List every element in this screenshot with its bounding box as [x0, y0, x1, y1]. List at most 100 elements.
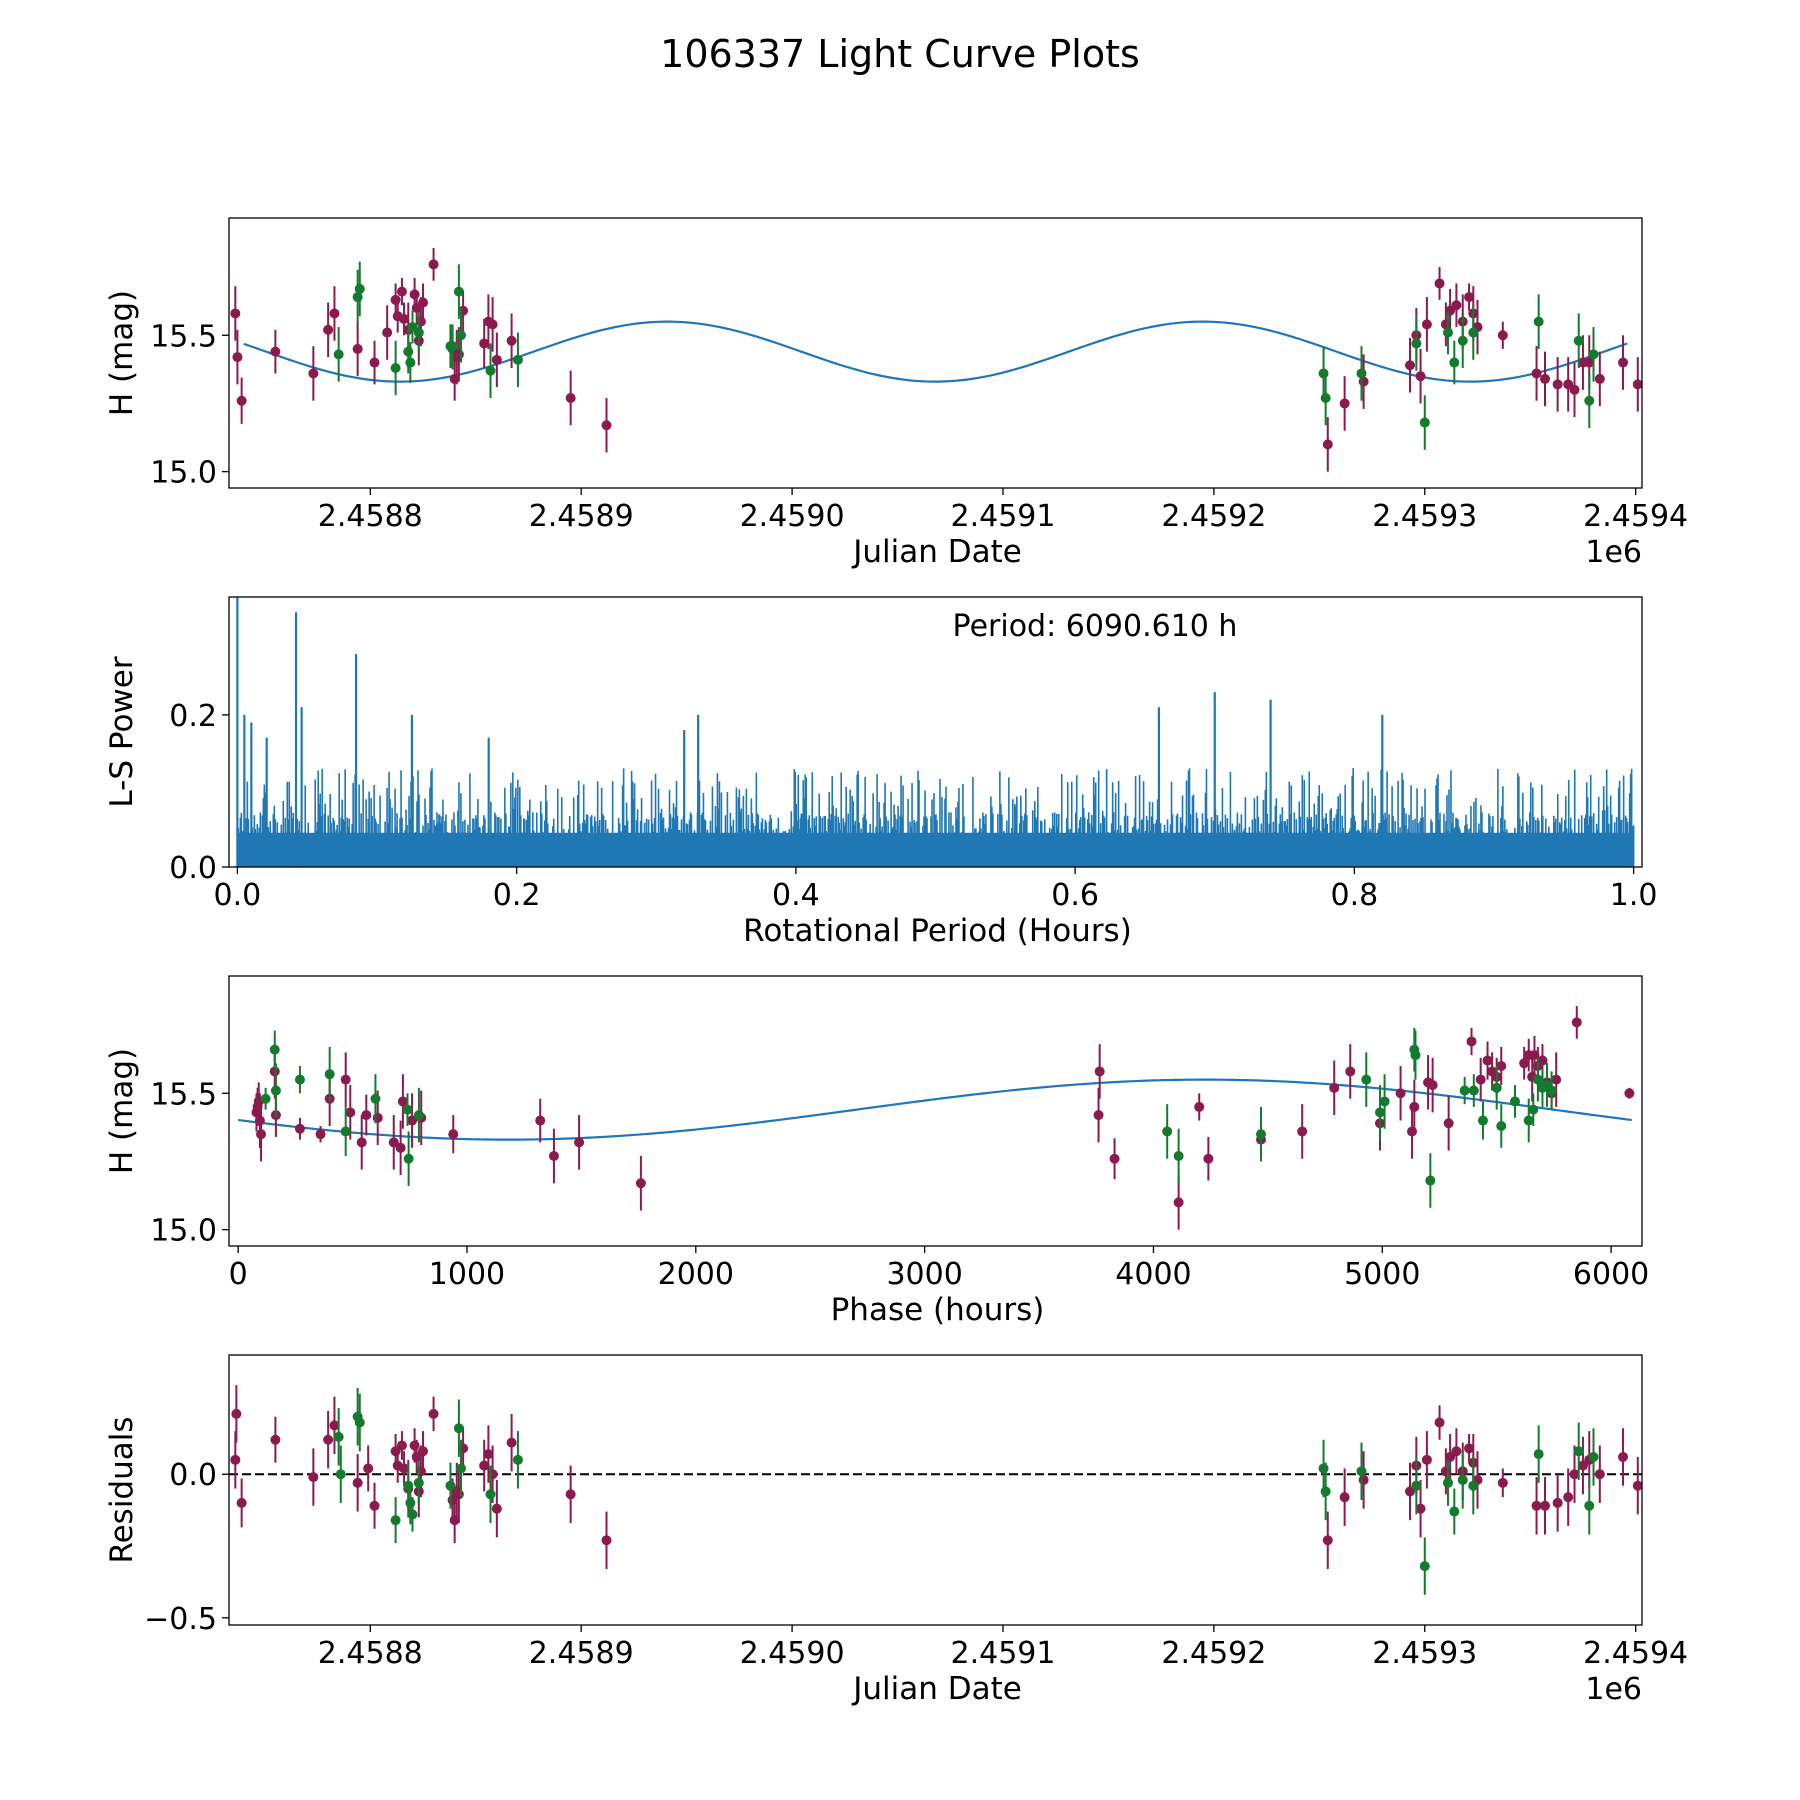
- data-point: [340, 1074, 351, 1085]
- data-point: [397, 1096, 408, 1107]
- x-axis-label: Julian Date: [851, 1671, 1022, 1707]
- data-point: [333, 1431, 344, 1442]
- data-point: [601, 1535, 612, 1546]
- x-tick-label: 2.4592: [1161, 499, 1266, 534]
- panels: 2.4588 2.4589 2.4590 2.4591 2.4592 2.4593 2.45…: [104, 217, 1688, 1707]
- data-point: [399, 313, 410, 324]
- data-point: [1584, 357, 1595, 368]
- y-tick-label: 0.0: [169, 851, 217, 886]
- data-point: [1345, 1066, 1356, 1077]
- data-point: [1510, 1096, 1521, 1107]
- data-point: [1322, 439, 1333, 450]
- data-point: [1464, 1443, 1475, 1454]
- data-point: [236, 395, 247, 406]
- data-point: [236, 1497, 247, 1508]
- data-point: [1531, 368, 1542, 379]
- panel-3: 0 1000 2000 3000 4000 5000 6000 15.0 15.5 Phase (…: [104, 975, 1649, 1328]
- data-point: [340, 1126, 351, 1137]
- data-point: [372, 1112, 383, 1123]
- data-point: [1552, 379, 1563, 390]
- data-point: [1519, 1058, 1530, 1069]
- data-point: [269, 1044, 280, 1055]
- data-point: [403, 346, 414, 357]
- data-point: [1419, 1561, 1430, 1572]
- data-point: [402, 1104, 413, 1115]
- x-tick-label: 5000: [1344, 1257, 1420, 1292]
- data-point: [1532, 1074, 1543, 1085]
- data-point: [1569, 1469, 1580, 1480]
- data-point: [1194, 1101, 1205, 1112]
- x-tick-label: 0.2: [493, 878, 541, 913]
- data-point: [294, 1123, 305, 1134]
- data-point: [1533, 1449, 1544, 1460]
- data-point: [1339, 398, 1350, 409]
- data-point: [483, 1449, 494, 1460]
- series-filter-2: [333, 1388, 1599, 1595]
- data-point: [270, 1085, 281, 1096]
- data-point: [1409, 1101, 1420, 1112]
- x-tick-label: 1.0: [1610, 878, 1658, 913]
- y-tick-label: 15.5: [150, 319, 217, 354]
- data-point: [1374, 1107, 1385, 1118]
- data-point: [405, 357, 416, 368]
- data-point: [1537, 1055, 1548, 1066]
- data-point: [428, 1408, 439, 1419]
- data-point: [1411, 338, 1422, 349]
- data-point: [574, 1137, 585, 1148]
- data-point: [1427, 1080, 1438, 1091]
- axes-frame: [228, 975, 1643, 1247]
- x-tick-label: 0.6: [1051, 878, 1099, 913]
- x-tick-label: 2.4588: [318, 1636, 423, 1671]
- x-tick-label: 2.4591: [950, 499, 1055, 534]
- data-point: [506, 1437, 517, 1448]
- data-point: [1442, 327, 1453, 338]
- data-point: [448, 1129, 459, 1140]
- data-point: [361, 1110, 372, 1121]
- plot-area: [238, 1006, 1635, 1230]
- data-point: [413, 1110, 424, 1121]
- data-point: [231, 1408, 242, 1419]
- x-axis-label: Rotational Period (Hours): [743, 913, 1132, 949]
- data-point: [1468, 1480, 1479, 1491]
- data-point: [428, 259, 439, 270]
- data-point: [1322, 1535, 1333, 1546]
- data-point: [565, 393, 576, 403]
- data-point: [1632, 379, 1642, 390]
- data-point: [352, 343, 363, 354]
- data-point: [1256, 1129, 1267, 1140]
- data-point: [407, 1115, 418, 1126]
- data-point: [1468, 327, 1479, 338]
- y-tick-label: 0.0: [169, 1458, 217, 1493]
- data-point: [1318, 368, 1329, 379]
- x-tick-label: 2.4594: [1583, 499, 1688, 534]
- data-point: [415, 1466, 426, 1477]
- data-point: [1434, 278, 1445, 289]
- data-point: [390, 1515, 401, 1526]
- plot-area: [230, 248, 1642, 472]
- series-filter-2: [333, 261, 1599, 450]
- data-point: [403, 1480, 414, 1491]
- data-point: [1533, 316, 1544, 327]
- data-point: [1477, 1115, 1488, 1126]
- data-point: [1162, 1126, 1173, 1137]
- y-axis-label: Residuals: [104, 1416, 140, 1563]
- x-tick-label: 2.4593: [1372, 1636, 1477, 1671]
- data-point: [230, 308, 241, 319]
- data-point: [1421, 319, 1432, 330]
- y-tick-label: 0.2: [169, 699, 217, 734]
- data-point: [1449, 1506, 1460, 1517]
- y-tick-label: 15.0: [150, 1214, 217, 1249]
- data-point: [601, 420, 612, 431]
- data-point: [1569, 384, 1580, 395]
- x-tick-label: 2000: [658, 1257, 734, 1292]
- data-point: [345, 1107, 356, 1118]
- data-point: [413, 1477, 424, 1488]
- data-point: [1318, 1463, 1329, 1474]
- data-point: [329, 1420, 340, 1431]
- data-point: [447, 341, 458, 352]
- x-tick-label: 0.0: [214, 878, 262, 913]
- data-point: [407, 1509, 418, 1520]
- axes-frame: [228, 1354, 1643, 1626]
- data-point: [418, 1446, 429, 1457]
